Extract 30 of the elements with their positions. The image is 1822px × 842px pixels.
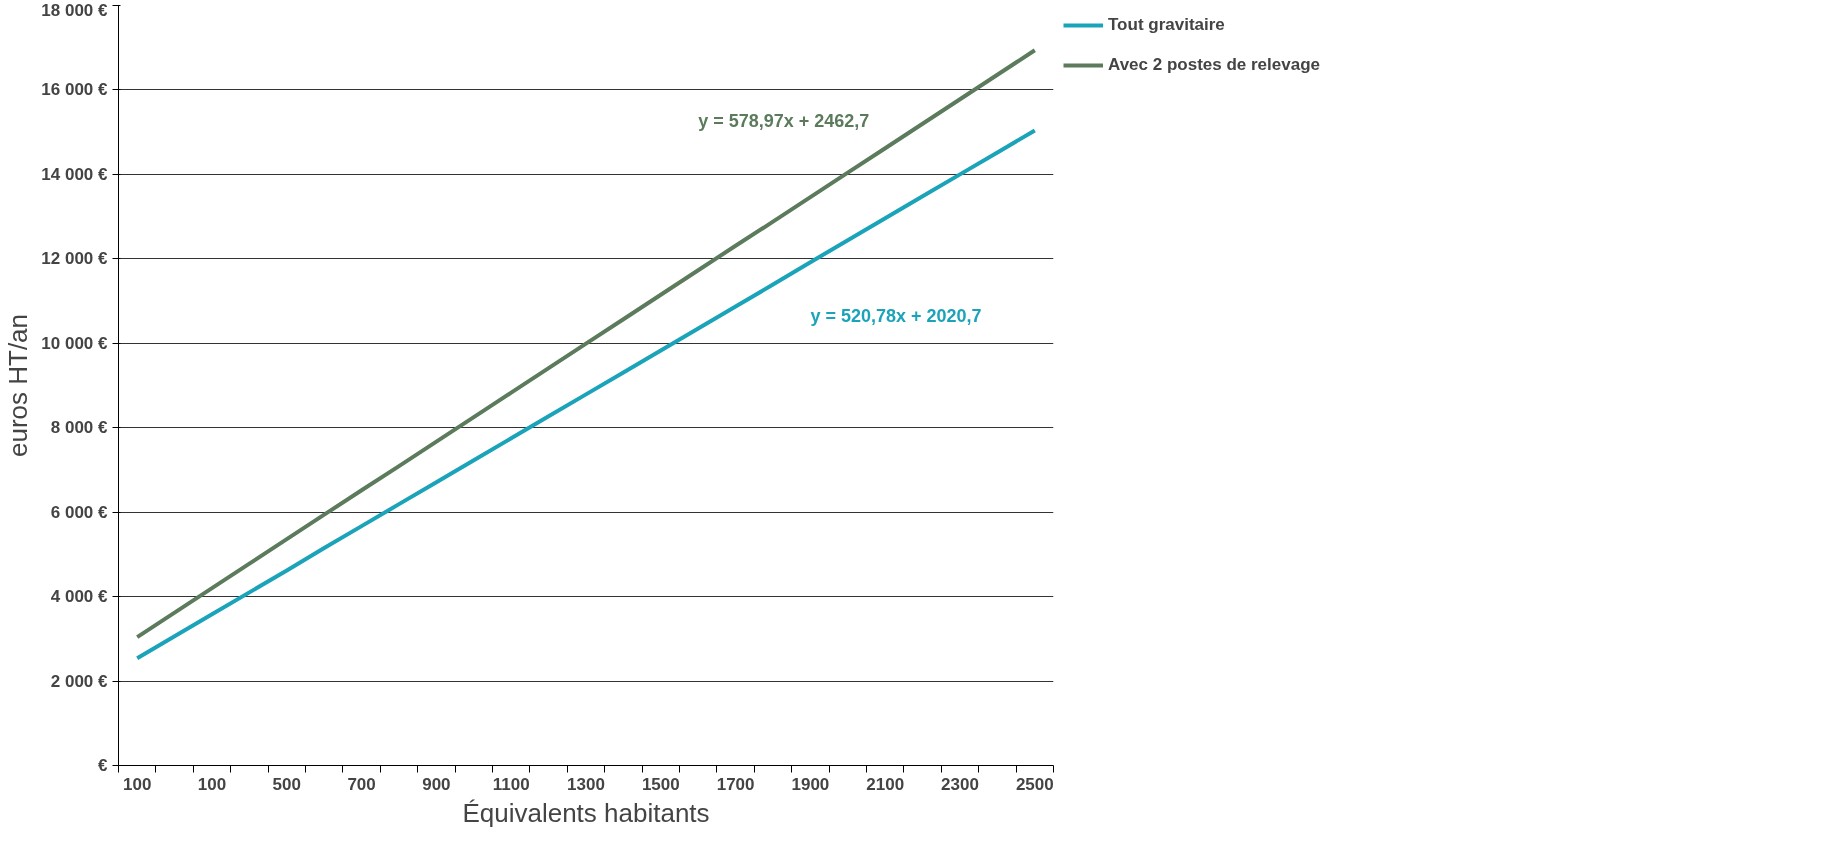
y-tick-label: 14 000 €	[41, 164, 109, 184]
y-tick-label: 4 000 €	[50, 587, 109, 607]
annotation: y = 520,78x + 2020,7	[810, 305, 982, 326]
legend-label: Avec 2 postes de relevage	[1108, 55, 1320, 75]
y-tick-label: 2 000 €	[50, 671, 109, 691]
x-tick-label: 1900	[791, 774, 830, 794]
y-tick-label: 18 000 €	[41, 0, 109, 20]
y-tick-label: 10 000 €	[41, 333, 109, 353]
x-tick-label: 1100	[492, 774, 530, 794]
line-series	[135, 48, 1037, 640]
x-tick-label: 100	[197, 774, 227, 794]
x-tick-label: 2100	[866, 774, 905, 794]
x-tick-label: 500	[272, 774, 301, 794]
x-tick-label: 1700	[716, 774, 755, 794]
annotation: y = 578,97x + 2462,7	[698, 110, 870, 131]
y-tick-label: €	[98, 756, 109, 775]
x-tick-label: 2500	[1015, 774, 1054, 794]
x-tick-label: 700	[347, 774, 376, 794]
y-axis-title: euros HT/an	[3, 313, 34, 458]
x-tick-label: 1300	[567, 774, 605, 794]
y-tick-label: 6 000 €	[50, 502, 109, 522]
x-axis-title: Équivalents habitants	[462, 797, 710, 828]
y-tick-label: 16 000 €	[41, 80, 109, 100]
y-tick-label: 12 000 €	[41, 249, 109, 269]
x-tick-label: 900	[422, 774, 451, 794]
x-tick-label: 100	[123, 774, 152, 794]
x-tick-label: 2300	[941, 774, 979, 794]
legend-label: Tout gravitaire	[1108, 15, 1225, 35]
y-tick-label: 8 000 €	[50, 418, 109, 438]
x-tick-label: 1500	[641, 774, 680, 794]
